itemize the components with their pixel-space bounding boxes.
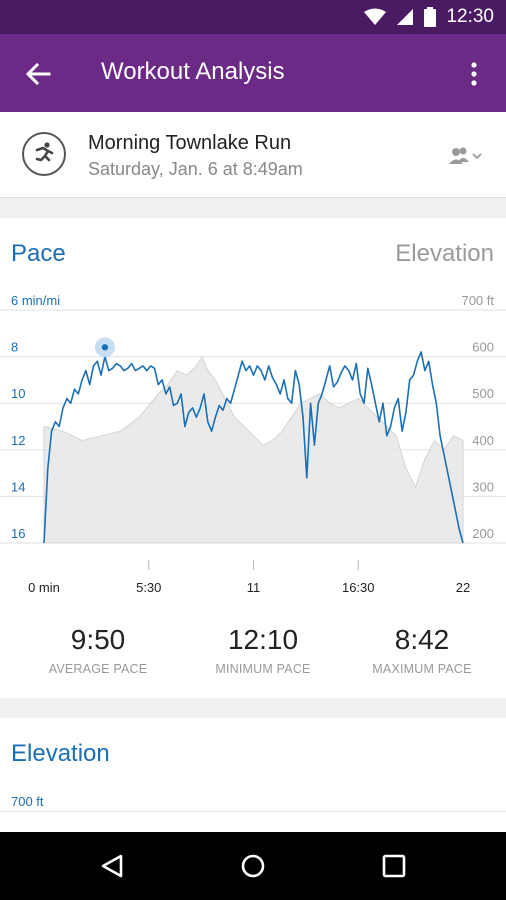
stat-value: 9:50 [70,624,126,655]
x-tick-label: 22 [456,580,470,595]
y-tick-label-right: 400 [472,433,494,448]
elevation-card: Elevation 700 ft [0,718,506,832]
nav-recents-button[interactable] [364,846,424,886]
y-tick-label-right: 500 [472,386,494,401]
running-icon [22,132,66,176]
stat-label: MINIMUM PACE [215,662,311,676]
x-tick-label: 5:30 [136,580,161,595]
stat-minimum-pace: 12:10 MINIMUM PACE [183,624,343,676]
y-tick-label-right: 700 ft [461,293,494,308]
overflow-menu-button[interactable] [460,56,488,92]
y-tick-label-right: 300 [472,479,494,494]
stat-maximum-pace: 8:42 MAXIMUM PACE [342,624,502,676]
back-button[interactable] [18,56,58,92]
y-tick-label-left: 12 [11,433,25,448]
status-time: 12:30 [446,6,494,27]
gridline [0,811,506,812]
y-tick-label-left: 14 [11,479,25,494]
stat-value: 8:42 [394,624,450,655]
y-tick-label-right: 200 [472,526,494,541]
privacy-button[interactable] [446,142,486,170]
y-tick-label-right: 600 [472,340,494,355]
wifi-icon [364,8,387,25]
elevation-area [43,355,464,544]
stat-label: AVERAGE PACE [48,662,148,676]
nav-back-button[interactable] [82,846,142,886]
app-bar: Workout Analysis [0,34,506,112]
y-tick-label-left: 16 [11,526,25,541]
elevation-title: Elevation [11,740,110,767]
stat-average-pace: 9:50 AVERAGE PACE [18,624,178,676]
stat-label: MAXIMUM PACE [372,662,472,676]
pace-card: Pace Elevation 6 min/mi 8 10 12 14 16 700 ft 60… [0,218,506,698]
workout-header: Morning Townlake Run Saturday, Jan. 6 at… [0,112,506,198]
y-tick-label-left: 6 min/mi [11,293,60,308]
y-tick-label-left: 8 [11,340,18,355]
workout-date: Saturday, Jan. 6 at 8:49am [88,159,303,179]
pace-marker [101,344,109,351]
x-tick-label: 0 min [28,580,60,595]
pace-chart: 6 min/mi 8 10 12 14 16 700 ft 600 500 400 300 200 0 … [0,293,506,595]
workout-title: Morning Townlake Run [88,132,292,154]
system-nav-bar [0,832,506,900]
status-icons: 12:30 [364,4,494,30]
arrow-left-icon [25,62,51,86]
elevation-axis-label: 700 ft [11,794,44,809]
x-tick-label: 11 [247,580,261,595]
circle-home-icon [241,854,265,878]
tab-pace[interactable]: Pace [11,240,66,267]
triangle-back-icon [101,854,123,878]
battery-icon [424,7,437,27]
status-bar: 12:30 [0,0,506,34]
x-tick-label: 16:30 [342,580,375,595]
signal-icon [397,9,414,25]
tab-elevation[interactable]: Elevation [395,240,494,267]
pace-line [43,351,464,544]
y-tick-label-left: 10 [11,386,25,401]
stat-value: 12:10 [227,624,299,655]
people-icon [449,147,482,164]
page-title: Workout Analysis [101,58,285,85]
nav-home-button[interactable] [223,846,283,886]
square-recents-icon [382,854,406,878]
more-vertical-icon [471,62,477,86]
